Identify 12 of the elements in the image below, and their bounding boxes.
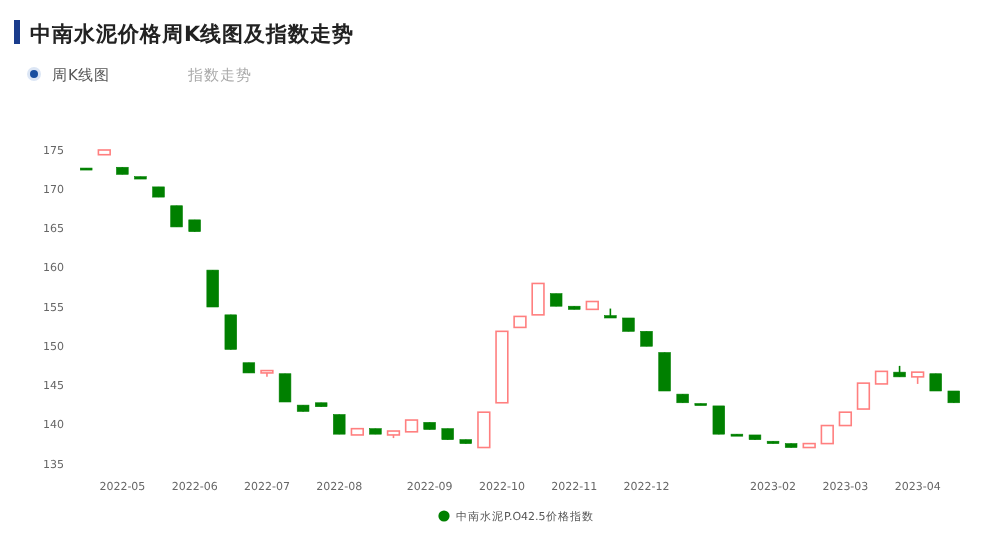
candlestick: [712, 405, 725, 435]
candlestick: [333, 413, 346, 435]
candlestick: [170, 204, 183, 228]
candlestick: [224, 314, 237, 351]
candlestick: [477, 411, 491, 449]
chart-title: 中南水泥价格周K线图及指数走势: [30, 21, 355, 47]
candlestick: [658, 351, 671, 392]
candlestick: [206, 269, 219, 308]
candlestick: [820, 424, 834, 445]
candlestick: [856, 382, 871, 410]
candlestick: [531, 282, 545, 316]
candlestick: [278, 372, 292, 403]
